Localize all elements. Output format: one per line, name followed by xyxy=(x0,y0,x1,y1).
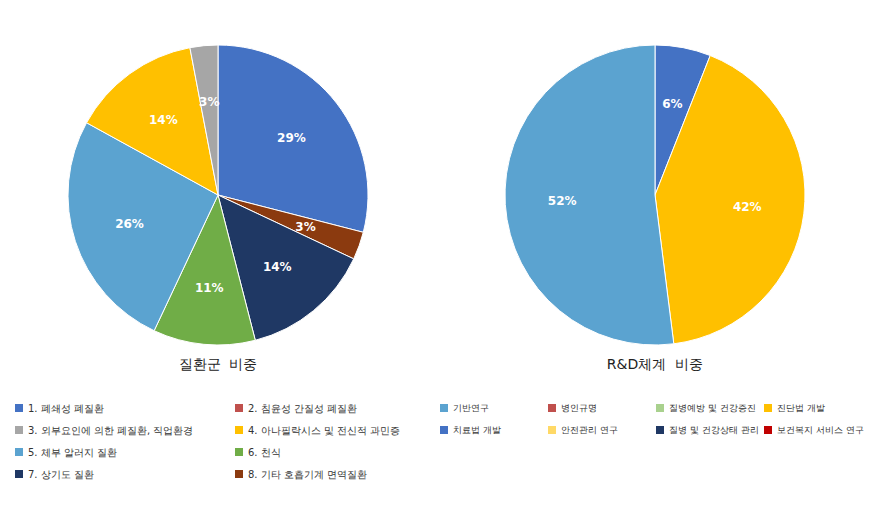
legend-label: 2. 침윤성 간질성 폐질환 xyxy=(248,403,357,414)
legend-swatch xyxy=(764,426,772,434)
legend-label: 병인규명 xyxy=(561,403,597,413)
pie-slice xyxy=(655,56,805,344)
legend-swatch xyxy=(235,448,243,456)
legend-swatch xyxy=(15,426,23,434)
legend-label: 8. 기타 호흡기계 면역질환 xyxy=(248,469,367,480)
legend-label: 보건복지 서비스 연구 xyxy=(777,425,864,435)
data-label: 26% xyxy=(115,217,144,231)
legend-swatch xyxy=(235,426,243,434)
legend-label: 안전관리 연구 xyxy=(561,425,618,435)
data-label: 11% xyxy=(195,281,224,295)
legend-label: 진단법 개발 xyxy=(777,403,825,413)
legend-label: 1. 폐쇄성 폐질환 xyxy=(28,403,104,414)
pie-slice xyxy=(505,45,674,345)
data-label: 3% xyxy=(199,95,219,109)
data-label: 42% xyxy=(733,200,762,214)
data-label: 52% xyxy=(548,194,577,208)
legend-label: 5. 체부 알러지 질환 xyxy=(28,447,117,458)
legend-swatch xyxy=(656,404,664,412)
pie xyxy=(505,45,805,345)
legend-label: 질병 및 건강상태 관리 xyxy=(669,425,759,435)
legend-swatch xyxy=(764,404,772,412)
legend-label: 6. 천식 xyxy=(248,447,281,458)
legend-label: 질병예방 및 건강증진 xyxy=(669,403,756,413)
data-label: 14% xyxy=(149,113,178,127)
chart-canvas: 29% 3% 14% 11% 26% 14% 3% 질환군 비중 6% 42% 52% R&D체계 비… xyxy=(0,0,873,505)
legend-swatch xyxy=(548,404,556,412)
legend-swatch xyxy=(548,426,556,434)
data-label: 3% xyxy=(295,220,315,234)
legend-swatch xyxy=(235,470,243,478)
pie-slice xyxy=(190,45,218,195)
pie xyxy=(68,45,368,345)
legend-swatch xyxy=(656,426,664,434)
legend-swatch xyxy=(235,404,243,412)
legend-swatch xyxy=(15,404,23,412)
data-label: 6% xyxy=(662,97,682,111)
legend-swatch xyxy=(440,426,448,434)
chart-title: R&D체계 비중 xyxy=(607,356,703,372)
chart-title: 질환군 비중 xyxy=(179,356,258,372)
data-label: 14% xyxy=(263,260,292,274)
legend-label: 치료법 개발 xyxy=(453,425,501,435)
legend-swatch xyxy=(440,404,448,412)
legend-label: 4. 아나필락시스 및 전신적 과민증 xyxy=(248,425,400,436)
legend-swatch xyxy=(15,470,23,478)
data-label: 29% xyxy=(277,131,306,145)
legend-label: 3. 외부요인에 의한 폐질환, 직업환경 xyxy=(28,425,193,436)
legend-label: 기반연구 xyxy=(453,403,489,413)
legend-label: 7. 상기도 질환 xyxy=(28,469,94,480)
legend-swatch xyxy=(15,448,23,456)
